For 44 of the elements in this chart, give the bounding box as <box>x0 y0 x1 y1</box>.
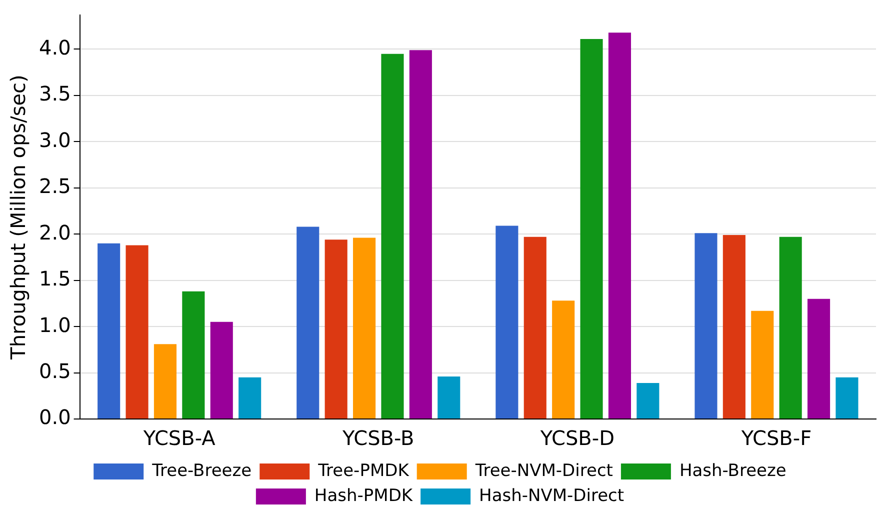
y-tick-label: 1.0 <box>38 312 71 337</box>
bar <box>496 226 518 418</box>
legend-label: Tree-Breeze <box>151 460 252 481</box>
bar <box>694 233 718 418</box>
legend-label: Tree-NVM-Direct <box>474 460 614 481</box>
x-tick-label: YCSB-D <box>539 426 614 450</box>
legend-label: Tree-PMDK <box>317 460 410 481</box>
bar <box>154 344 177 418</box>
legend-label: Hash-NVM-Direct <box>479 486 624 506</box>
y-tick-label: 2.5 <box>38 174 71 198</box>
bar <box>580 39 603 418</box>
bar <box>608 32 632 418</box>
bar <box>296 226 320 418</box>
bar <box>324 240 348 418</box>
y-tick-label: 4.0 <box>38 35 71 60</box>
bar <box>126 245 148 418</box>
legend-label: Hash-PMDK <box>314 486 414 506</box>
y-tick-label: 3.5 <box>38 82 71 106</box>
bar <box>524 236 546 418</box>
bar <box>98 243 120 418</box>
y-tick-label: 3.0 <box>38 128 71 152</box>
bar <box>552 300 575 418</box>
legend-label: Hash-Breeze <box>679 460 786 481</box>
bar <box>751 310 774 418</box>
bar <box>210 322 233 418</box>
x-tick-label: YCSB-F <box>740 426 812 450</box>
y-tick-label: 2.0 <box>38 220 71 244</box>
bar <box>722 235 746 418</box>
bar <box>438 376 460 418</box>
y-tick-label: 1.5 <box>38 266 71 291</box>
bar <box>779 236 802 418</box>
bar <box>636 382 660 418</box>
bar <box>836 377 858 418</box>
bar <box>381 54 404 418</box>
x-tick-label: YCSB-B <box>342 426 414 450</box>
y-tick-label: 0.0 <box>38 405 71 430</box>
x-tick-label: YCSB-A <box>142 426 216 450</box>
bar <box>238 377 262 418</box>
bar <box>409 50 432 418</box>
bar <box>182 291 205 418</box>
bar <box>807 298 830 418</box>
y-axis-title: Throughput (Million ops/sec) <box>6 74 30 360</box>
y-tick-label: 0.5 <box>38 358 71 383</box>
bar <box>353 238 376 418</box>
